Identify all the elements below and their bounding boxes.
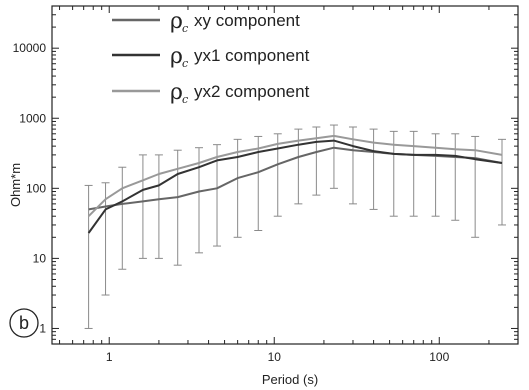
legend-subscript: c: [182, 57, 188, 70]
y-tick-label: 10: [33, 251, 47, 265]
series-line-2: [87, 134, 503, 217]
y-tick-label: 1000: [19, 111, 46, 125]
y-axis-title: Ohm*m: [8, 163, 23, 207]
series-lines: [87, 134, 503, 234]
x-tick-label: 100: [429, 350, 449, 364]
series-line-0: [88, 146, 503, 211]
legend-rho-symbol: ρ: [170, 80, 183, 105]
legend-subscript: c: [182, 93, 188, 106]
x-tick-label: 10: [268, 350, 282, 364]
plot-frame: [51, 5, 519, 345]
x-axis-title: Period (s): [262, 372, 318, 387]
error-bars: [84, 124, 507, 329]
legend-rho-symbol: ρ: [170, 9, 183, 34]
panel-label-circle: [9, 308, 39, 338]
y-tick-label: 10000: [13, 41, 47, 55]
panel-label: b: [9, 308, 39, 338]
legend-rho-symbol: ρ: [170, 44, 183, 69]
y-tick-label: 100: [26, 181, 46, 195]
legend-label-yx1: yx1 component: [194, 46, 310, 65]
legend-subscript: c: [182, 22, 188, 35]
series-line-1: [87, 139, 503, 234]
axis-ticks: 1 10 100 1 10 100 1000 10000: [13, 5, 519, 364]
legend-label-xy: xy component: [194, 11, 300, 30]
legend-label-yx2: yx2 component: [194, 82, 310, 101]
y-tick-label: 1: [39, 321, 46, 335]
panel-label-letter: b: [19, 313, 29, 333]
plot-area-border: [51, 5, 519, 345]
legend: ρ c xy component ρ c yx1 component ρ c y…: [112, 9, 310, 106]
x-tick-label: 1: [106, 350, 113, 364]
